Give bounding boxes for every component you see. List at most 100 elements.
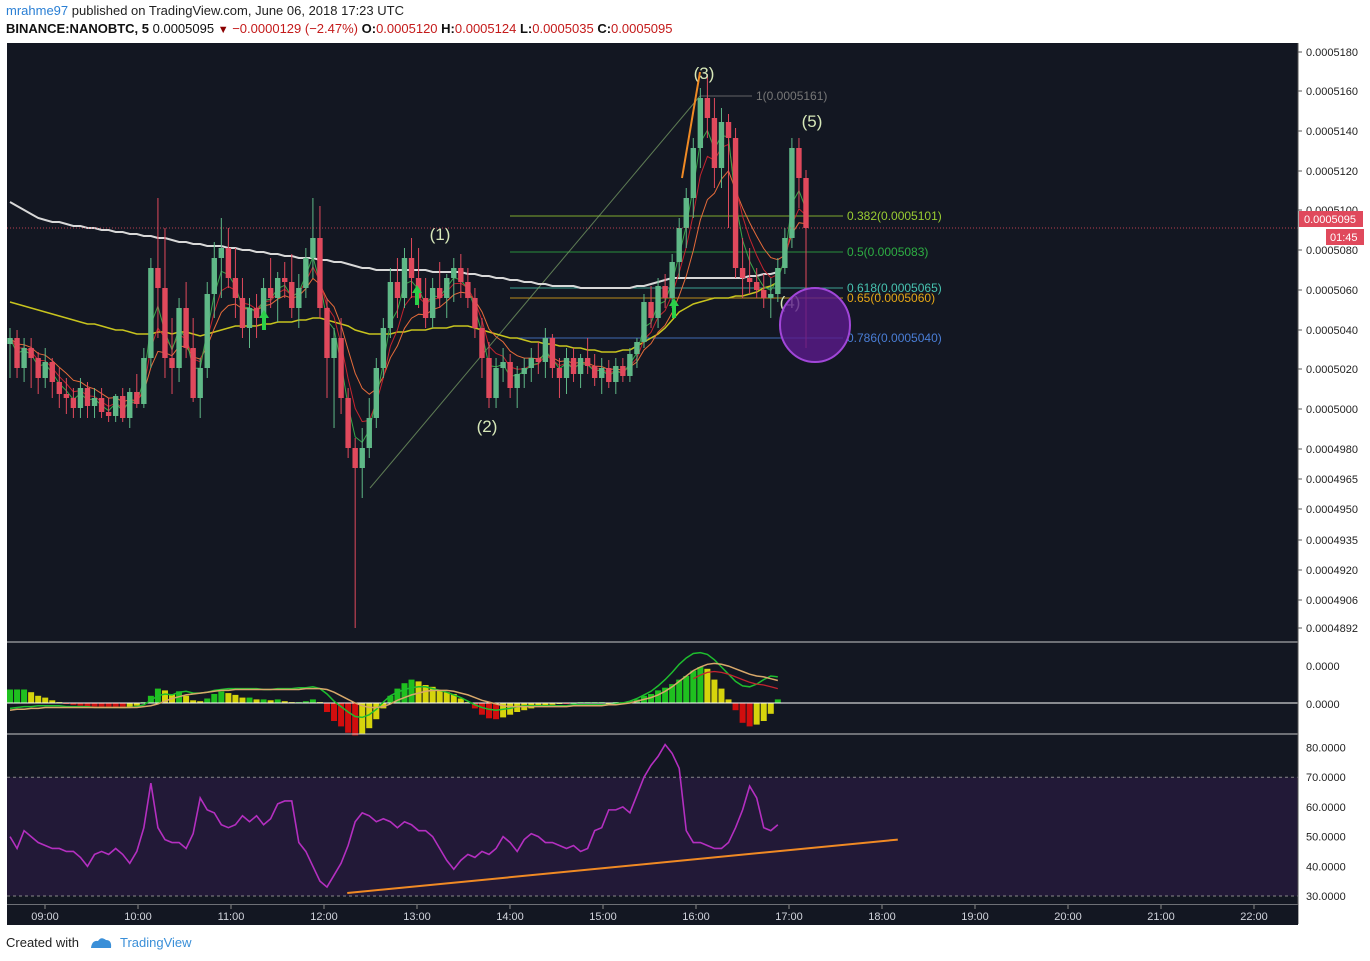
candle-body bbox=[359, 448, 365, 468]
candle-body bbox=[662, 286, 668, 298]
candle-body bbox=[84, 388, 91, 406]
created-with-text: Created with bbox=[6, 935, 79, 950]
candle-body bbox=[120, 396, 126, 418]
candle-body bbox=[310, 238, 316, 258]
candle-body bbox=[436, 288, 443, 298]
candle-body bbox=[422, 298, 429, 318]
candle-body bbox=[253, 308, 260, 318]
candle-body bbox=[267, 288, 274, 298]
rsi-trendline bbox=[347, 838, 898, 895]
macd-histogram-bar bbox=[401, 683, 408, 703]
macd-histogram-bar bbox=[246, 697, 253, 703]
macd-histogram-bar bbox=[232, 694, 239, 703]
macd-histogram-bar bbox=[443, 692, 450, 703]
macd-histogram-bar bbox=[98, 703, 105, 708]
price-tick-label: 0.0004935 bbox=[1306, 535, 1358, 547]
macd-histogram-bar bbox=[161, 690, 168, 703]
candle-body bbox=[613, 366, 619, 382]
candle-body bbox=[634, 342, 640, 354]
fib-layer: 1(0.0005161) 0.382(0.0005101) 0.5(0.000508… bbox=[369, 89, 942, 489]
open-label: O: bbox=[361, 21, 377, 36]
macd-histogram-bar bbox=[77, 703, 84, 706]
candle-body bbox=[183, 308, 189, 348]
candle-body bbox=[401, 258, 408, 298]
candle-body bbox=[620, 366, 626, 376]
candle-body bbox=[697, 98, 704, 148]
candle-body bbox=[387, 282, 394, 328]
macd-histogram-bar bbox=[422, 685, 429, 703]
candle-body bbox=[641, 302, 647, 342]
macd-histogram-bar bbox=[655, 690, 662, 703]
time-tick-label: 14:00 bbox=[496, 911, 524, 923]
candles-layer bbox=[7, 74, 809, 628]
price-tick-label: 0.0004980 bbox=[1306, 444, 1358, 456]
macd-histogram-bar bbox=[239, 697, 246, 703]
candle-body bbox=[669, 262, 675, 298]
rsi-tick-label: 50.0000 bbox=[1306, 832, 1346, 844]
macd-histogram-bar bbox=[183, 695, 190, 703]
footer: Created with TradingView bbox=[6, 935, 192, 950]
candle-body bbox=[718, 122, 725, 168]
low-label: L: bbox=[519, 21, 533, 36]
candle-body bbox=[535, 358, 542, 362]
candle-body bbox=[190, 348, 196, 398]
candle-body bbox=[676, 228, 682, 262]
macd-histogram-bar bbox=[366, 703, 373, 729]
candle-body bbox=[141, 358, 147, 404]
candle-body bbox=[451, 268, 457, 278]
macd-histogram-bar bbox=[133, 703, 140, 706]
candle-body bbox=[479, 328, 485, 358]
ema-white-line bbox=[9, 201, 779, 289]
countdown-tag bbox=[1326, 229, 1364, 245]
low-value: 0.0005035 bbox=[532, 21, 594, 36]
candle-body bbox=[42, 362, 48, 378]
candle-body bbox=[704, 98, 711, 118]
macd-histogram-bar bbox=[345, 703, 352, 733]
macd-histogram-bar bbox=[42, 697, 49, 703]
candle-body bbox=[627, 354, 633, 376]
macd-histogram-bar bbox=[732, 703, 739, 711]
fib-level-label: 0.65(0.0005060) bbox=[847, 291, 935, 305]
candle-body bbox=[331, 338, 337, 358]
time-tick-label: 15:00 bbox=[589, 911, 617, 923]
macd-histogram-bar bbox=[690, 670, 697, 703]
countdown-label: 01:45 bbox=[1330, 232, 1358, 244]
macd-histogram-bar bbox=[267, 700, 274, 703]
candle-body bbox=[500, 362, 506, 368]
macd-histogram-bar bbox=[457, 698, 464, 703]
macd-tick-label: 0.0000 bbox=[1306, 699, 1340, 711]
macd-histogram-bar bbox=[662, 687, 669, 703]
macd-histogram-bar bbox=[648, 694, 655, 703]
candle-body bbox=[408, 258, 415, 278]
candle-body bbox=[746, 278, 753, 282]
author-link[interactable]: mrahme97 bbox=[6, 3, 69, 18]
macd-histogram-bar bbox=[218, 691, 225, 703]
macd-histogram-bar bbox=[436, 690, 443, 703]
macd-histogram-bar bbox=[387, 695, 394, 703]
macd-histogram-bar bbox=[500, 703, 507, 718]
macd-histogram-bar bbox=[359, 703, 366, 735]
candle-body bbox=[169, 358, 175, 368]
price-tick-label: 0.0004906 bbox=[1306, 595, 1358, 607]
macd-histogram-bar bbox=[753, 703, 760, 725]
candle-body bbox=[493, 368, 499, 398]
macd-histogram-bar bbox=[450, 694, 457, 703]
time-tick-label: 09:00 bbox=[31, 911, 59, 923]
candle-body bbox=[63, 394, 70, 398]
macd-secondary-line bbox=[692, 670, 778, 690]
candle-body bbox=[274, 278, 281, 298]
candle-body bbox=[444, 278, 450, 298]
rsi-line bbox=[9, 743, 779, 889]
rsi-tick-label: 30.0000 bbox=[1306, 891, 1346, 903]
annotation-layer: (1)(2)(3)(4)(5) bbox=[7, 64, 1298, 436]
tradingview-link[interactable]: TradingView bbox=[120, 935, 192, 950]
fib-level-label: 0.618(0.0005065) bbox=[847, 281, 942, 295]
candle-body bbox=[507, 362, 513, 388]
candle-body bbox=[599, 368, 605, 378]
macd-histogram-bar bbox=[380, 703, 387, 709]
time-tick-label: 17:00 bbox=[775, 911, 803, 923]
candle-body bbox=[542, 338, 549, 362]
target-zone-circle bbox=[779, 287, 851, 363]
macd-histogram-bar bbox=[70, 703, 77, 705]
